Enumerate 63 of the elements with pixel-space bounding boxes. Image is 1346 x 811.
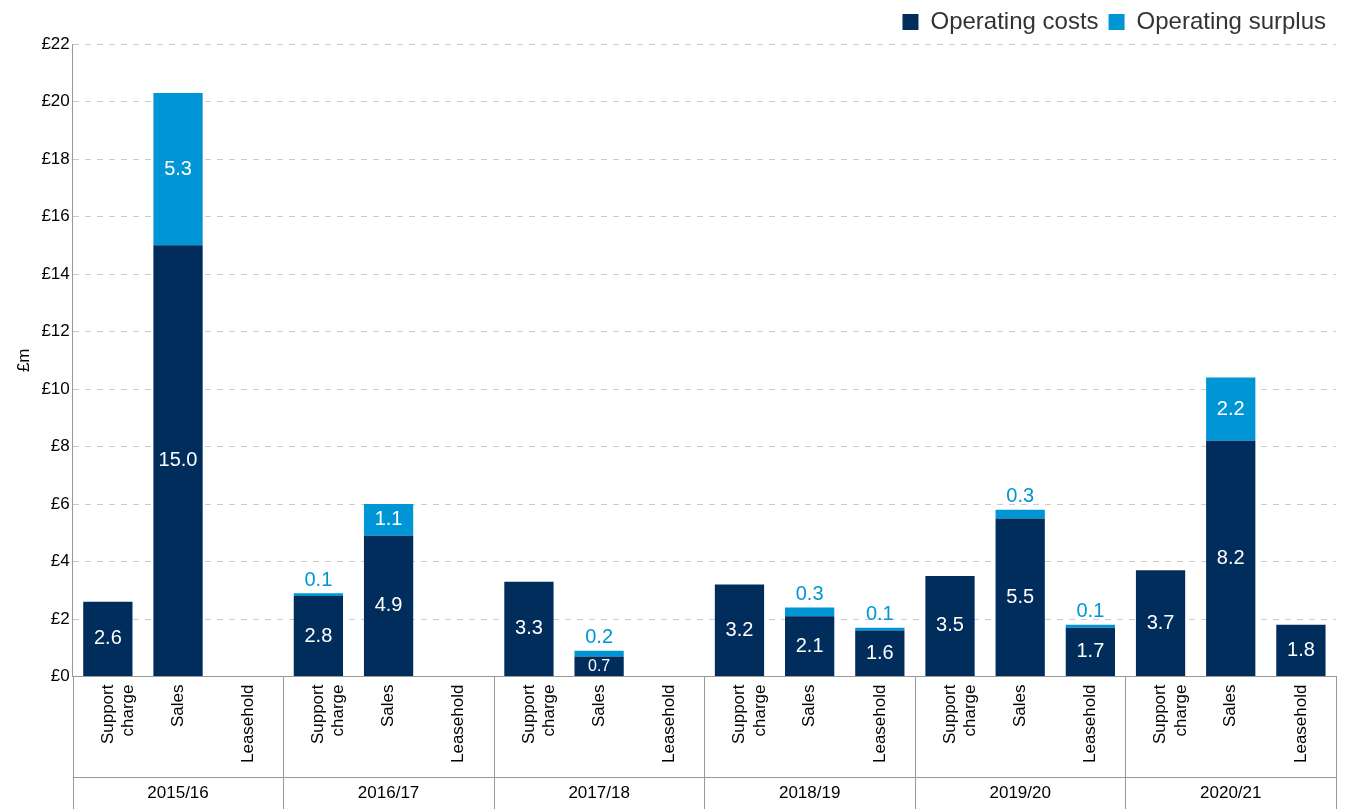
text: 2015/16 bbox=[147, 782, 209, 802]
x-tick-label: Support charge bbox=[729, 684, 769, 745]
data-label: 4.9 bbox=[374, 593, 403, 616]
data-label: 1.1 bbox=[374, 507, 403, 530]
y-tick-label: £0 bbox=[50, 666, 70, 686]
y-axis-title: £m bbox=[13, 348, 33, 373]
x-tick-label: Sales bbox=[588, 684, 608, 728]
text: 2020/21 bbox=[1200, 782, 1262, 802]
text: 2019/20 bbox=[989, 782, 1051, 802]
y-tick-label: £16 bbox=[41, 206, 70, 226]
data-label: 0.3 bbox=[795, 582, 824, 605]
data-label: 5.5 bbox=[1006, 584, 1035, 607]
legend-label: Operating surplus bbox=[1136, 6, 1326, 34]
y-tick-label: £4 bbox=[50, 551, 70, 571]
x-tick-label: Support charge bbox=[1150, 684, 1190, 745]
data-label: 0.1 bbox=[865, 602, 894, 625]
x-tick-label: Support charge bbox=[518, 684, 559, 745]
text: 2016/17 bbox=[357, 782, 420, 802]
y-tick-label: £20 bbox=[41, 91, 70, 111]
y-tick-label: £18 bbox=[41, 148, 70, 168]
data-label: 0.1 bbox=[1076, 599, 1105, 622]
data-label: 0.2 bbox=[585, 625, 614, 648]
x-tick-label: Sales bbox=[1220, 684, 1240, 728]
x-tick-label: Leasehold bbox=[658, 684, 678, 764]
y-tick-label: £12 bbox=[41, 321, 70, 341]
x-tick-label: Support charge bbox=[308, 684, 348, 745]
data-label: 0.7 bbox=[587, 656, 611, 674]
data-label: 2.8 bbox=[304, 623, 333, 646]
y-tick-label: £10 bbox=[41, 378, 70, 398]
data-label: 3.7 bbox=[1146, 610, 1175, 633]
data-label: 3.3 bbox=[515, 616, 543, 639]
y-tick-label: £2 bbox=[50, 608, 70, 628]
data-label: 1.7 bbox=[1076, 639, 1105, 662]
data-label: 15.0 bbox=[158, 448, 198, 471]
y-tick-label: £8 bbox=[50, 436, 70, 456]
x-tick-label: Sales bbox=[1009, 684, 1029, 728]
data-label: 1.6 bbox=[865, 640, 894, 663]
data-label: 0.3 bbox=[1006, 484, 1035, 507]
data-label: 2.6 bbox=[93, 626, 122, 649]
data-label: 0.1 bbox=[304, 567, 333, 590]
text: 2018/19 bbox=[778, 782, 841, 802]
y-tick-label: £6 bbox=[50, 493, 70, 513]
data-label: 2.1 bbox=[795, 633, 824, 656]
data-label: 1.8 bbox=[1287, 637, 1315, 660]
x-tick-label: Sales bbox=[799, 684, 819, 728]
data-label: 2.2 bbox=[1216, 396, 1245, 419]
x-tick-label: Leasehold bbox=[1080, 684, 1100, 764]
x-tick-label: Leasehold bbox=[1290, 684, 1310, 764]
x-tick-label: Leasehold bbox=[237, 684, 257, 764]
x-tick-label: Leasehold bbox=[869, 684, 889, 764]
data-label: 3.2 bbox=[725, 617, 754, 640]
y-tick-label: £22 bbox=[41, 33, 70, 53]
data-label: 5.3 bbox=[164, 156, 192, 179]
legend-label: Operating costs bbox=[930, 6, 1099, 34]
x-tick-label: Support charge bbox=[939, 684, 980, 745]
x-tick-label: Leasehold bbox=[448, 684, 468, 764]
data-label: 3.5 bbox=[936, 613, 964, 636]
x-tick-label: Support charge bbox=[97, 684, 137, 745]
x-tick-label: Sales bbox=[378, 684, 398, 728]
x-tick-label: Sales bbox=[167, 684, 187, 728]
data-label: 8.2 bbox=[1216, 545, 1245, 568]
y-tick-label: £14 bbox=[41, 263, 70, 283]
text: 2017/18 bbox=[568, 782, 630, 802]
